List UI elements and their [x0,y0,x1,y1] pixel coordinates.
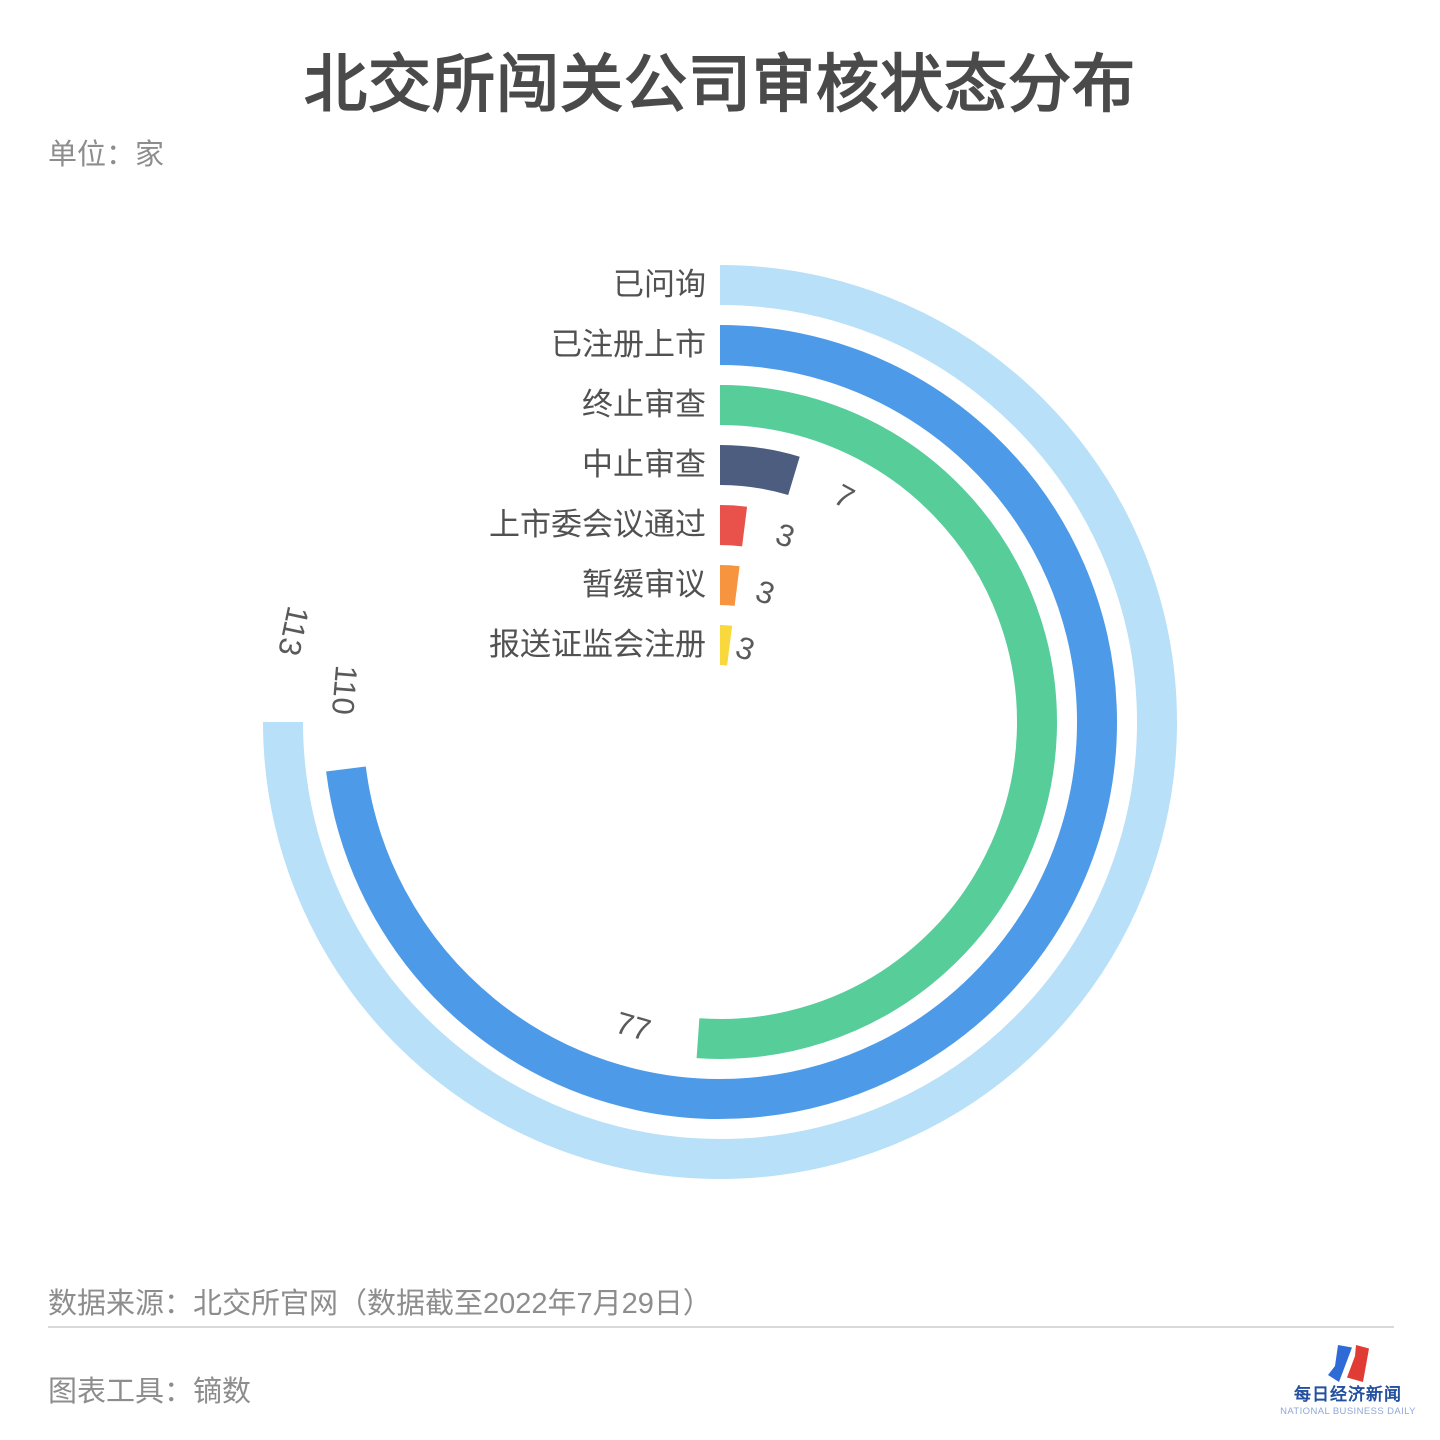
category-label: 已问询 [613,267,706,302]
arc-segment [719,445,800,496]
chart-tool-text: 图表工具：镝数 [48,1376,252,1408]
arc-segment [326,325,1117,1119]
category-label: 上市委会议通过 [489,507,706,542]
value-label: 110 [325,664,365,717]
arc-segment [719,625,733,666]
category-label: 报送证监会注册 [489,627,706,662]
footer-divider [48,1326,1394,1328]
arc-segment [719,565,740,606]
nbd-logo-icon [1328,1345,1369,1382]
chart-title: 北交所闯关公司审核状态分布 [304,50,1136,120]
data-source-text: 数据来源：北交所官网（数据截至2022年7月29日） [48,1288,712,1320]
nbd-logo-cn-text: 每日经济新闻 [1294,1385,1402,1404]
publisher-logo: 每日经济新闻 NATIONAL BUSINESS DAILY [1248,1344,1440,1417]
arc-segment [696,385,1058,1059]
nbd-logo-en-text: NATIONAL BUSINESS DAILY [1280,1406,1416,1417]
category-label: 已注册上市 [551,327,706,362]
unit-label: 单位：家 [48,139,165,171]
arc-segment [263,265,1177,1179]
arc-segment [719,505,748,547]
category-label: 终止审查 [582,387,706,422]
category-label: 暂缓审议 [582,567,706,602]
category-label: 中止审查 [582,447,706,482]
